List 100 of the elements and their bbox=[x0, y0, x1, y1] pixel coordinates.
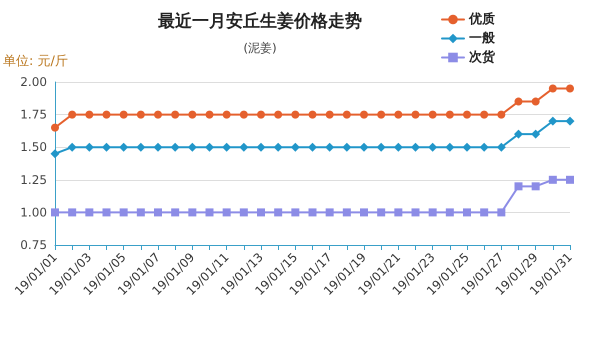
point bbox=[85, 208, 94, 216]
point bbox=[412, 110, 420, 119]
point bbox=[256, 142, 266, 152]
point bbox=[240, 110, 248, 119]
point bbox=[240, 208, 248, 216]
point bbox=[428, 208, 437, 216]
point bbox=[532, 182, 540, 190]
point bbox=[206, 208, 214, 216]
point bbox=[188, 110, 196, 119]
point bbox=[445, 142, 454, 152]
point bbox=[188, 142, 197, 152]
chart-subtitle: (泥姜) bbox=[243, 41, 277, 55]
point bbox=[394, 110, 402, 119]
point bbox=[136, 110, 145, 119]
point bbox=[85, 110, 94, 119]
point bbox=[548, 176, 557, 184]
y-tick-label: 2.00 bbox=[20, 75, 47, 89]
point bbox=[531, 130, 540, 139]
point bbox=[446, 110, 454, 119]
point bbox=[274, 142, 283, 152]
point bbox=[257, 110, 265, 119]
point bbox=[84, 142, 94, 152]
point bbox=[120, 208, 128, 216]
y-tick-label: 0.75 bbox=[20, 238, 47, 252]
legend-label: 次货 bbox=[469, 49, 496, 65]
point bbox=[377, 110, 386, 119]
point bbox=[566, 116, 574, 126]
point bbox=[342, 142, 352, 152]
point bbox=[291, 110, 300, 119]
point bbox=[446, 208, 454, 216]
point bbox=[428, 110, 437, 119]
point bbox=[171, 208, 180, 216]
point bbox=[136, 208, 145, 216]
point bbox=[463, 110, 471, 119]
legend-label: 优质 bbox=[468, 11, 495, 27]
point bbox=[394, 142, 403, 152]
point bbox=[360, 110, 368, 119]
point bbox=[480, 110, 488, 119]
point bbox=[170, 142, 180, 152]
point bbox=[291, 208, 300, 216]
point bbox=[68, 142, 77, 152]
point bbox=[514, 130, 523, 139]
point bbox=[532, 98, 540, 106]
point bbox=[342, 110, 351, 119]
y-tick-label: 1.75 bbox=[20, 108, 47, 122]
point bbox=[51, 124, 59, 132]
point bbox=[154, 110, 162, 119]
point bbox=[154, 142, 162, 152]
point bbox=[462, 142, 472, 152]
point bbox=[376, 142, 386, 152]
point bbox=[480, 208, 488, 216]
point bbox=[548, 84, 557, 93]
point bbox=[497, 110, 506, 119]
point bbox=[102, 110, 110, 119]
point bbox=[50, 149, 60, 158]
point bbox=[394, 208, 402, 216]
point bbox=[274, 110, 282, 119]
point bbox=[222, 208, 231, 216]
point bbox=[411, 142, 420, 152]
point bbox=[497, 208, 506, 216]
point bbox=[102, 208, 110, 216]
point bbox=[412, 208, 420, 216]
point bbox=[222, 142, 232, 152]
point bbox=[377, 208, 386, 216]
point bbox=[548, 116, 558, 126]
point bbox=[308, 110, 316, 119]
point bbox=[326, 208, 334, 216]
point bbox=[257, 208, 265, 216]
point bbox=[480, 142, 489, 152]
point bbox=[514, 98, 522, 106]
point bbox=[68, 208, 76, 216]
chart-title: 最近一月安丘生姜价格走势 bbox=[157, 10, 362, 32]
point bbox=[342, 208, 351, 216]
point bbox=[51, 208, 59, 216]
point bbox=[222, 110, 231, 119]
point bbox=[119, 142, 128, 152]
point bbox=[428, 142, 438, 152]
point bbox=[566, 84, 574, 93]
point bbox=[308, 208, 316, 216]
point bbox=[496, 142, 506, 152]
point bbox=[360, 142, 368, 152]
point bbox=[205, 142, 214, 152]
y-tick-label: 1.50 bbox=[20, 140, 47, 154]
point bbox=[206, 110, 214, 119]
y-axis-title: 单位: 元/斤 bbox=[3, 54, 68, 69]
point bbox=[514, 182, 522, 190]
point bbox=[325, 142, 334, 152]
point bbox=[188, 208, 196, 216]
point bbox=[274, 208, 282, 216]
point bbox=[360, 208, 368, 216]
point bbox=[68, 110, 76, 119]
point bbox=[290, 142, 300, 152]
point bbox=[463, 208, 471, 216]
y-tick-label: 1.00 bbox=[20, 205, 47, 220]
point bbox=[308, 142, 317, 152]
point bbox=[566, 176, 574, 184]
point bbox=[136, 142, 146, 152]
y-tick-label: 1.25 bbox=[20, 172, 47, 187]
point bbox=[239, 142, 248, 152]
point bbox=[171, 110, 180, 119]
